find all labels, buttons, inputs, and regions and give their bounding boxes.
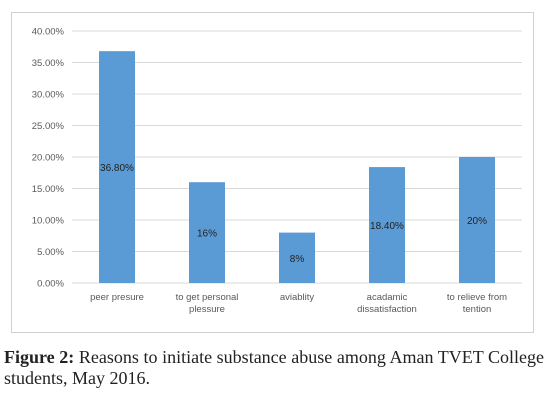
x-tick-label: acadamic <box>367 292 408 303</box>
x-tick-label: plessure <box>189 304 225 315</box>
figure-caption-text: Reasons to initiate substance abuse amon… <box>4 347 544 388</box>
data-label: 36.80% <box>100 163 134 174</box>
bar <box>369 167 405 283</box>
chart-area: 0.00% 5.00% 10.00% 15.00% 20.00% 25.00% 30.00%… <box>11 12 534 333</box>
y-tick-label: 10.00% <box>32 216 65 227</box>
x-tick-label: tention <box>463 304 492 315</box>
x-tick-label: aviablity <box>280 292 315 303</box>
bar <box>189 182 225 283</box>
y-tick-label: 35.00% <box>32 58 65 69</box>
data-label: 16% <box>197 229 217 240</box>
y-tick-label: 40.00% <box>32 27 65 38</box>
bar <box>99 51 135 283</box>
x-tick-label: to get personal <box>176 292 239 303</box>
figure-label: Figure 2: <box>4 347 75 367</box>
x-tick-label: to relieve from <box>447 292 507 303</box>
figure-caption: Figure 2: Reasons to initiate substance … <box>4 347 544 389</box>
y-tick-label: 15.00% <box>32 184 65 195</box>
data-label: 20% <box>467 216 487 227</box>
x-tick-label: dissatisfaction <box>357 304 417 315</box>
bar <box>279 232 315 283</box>
bar-chart: 0.00% 5.00% 10.00% 15.00% 20.00% 25.00% 30.00%… <box>32 27 522 315</box>
x-tick-label: peer presure <box>90 292 144 303</box>
data-label: 8% <box>290 254 305 265</box>
y-tick-label: 20.00% <box>32 153 65 164</box>
data-label: 18.40% <box>370 221 404 232</box>
y-tick-label: 25.00% <box>32 121 65 132</box>
y-tick-label: 5.00% <box>37 247 64 258</box>
bar <box>459 157 495 283</box>
y-tick-label: 0.00% <box>37 279 64 290</box>
y-tick-label: 30.00% <box>32 90 65 101</box>
